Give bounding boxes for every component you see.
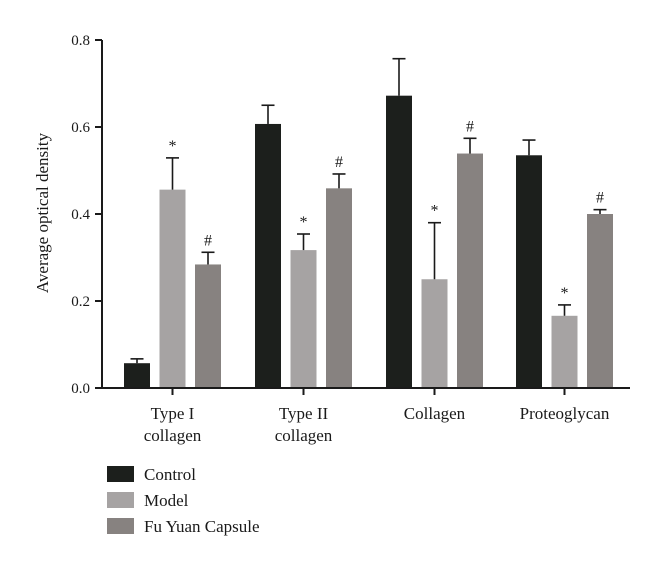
bar-fu-yuan-capsule-3 (587, 214, 613, 388)
bar-model-3 (551, 315, 578, 388)
significance-marker: # (204, 232, 212, 249)
x-tick-label: Proteoglycan (520, 404, 610, 423)
legend-item: Fu Yuan Capsule (107, 517, 260, 536)
significance-marker: # (466, 118, 474, 135)
error-bar (428, 221, 441, 280)
bar-fu-yuan-capsule-1 (326, 188, 352, 388)
legend-swatch (107, 466, 134, 482)
error-bar (201, 251, 215, 265)
y-axis: 0.0 0.2 0.4 0.6 0.8 (71, 33, 103, 397)
significance-marker: * (431, 203, 439, 220)
error-bar (522, 139, 536, 156)
error-bar (130, 358, 144, 364)
legend-label: Model (144, 491, 189, 510)
legend-item: Model (107, 491, 189, 510)
legend-label: Control (144, 465, 196, 484)
bar-control-3 (516, 155, 542, 388)
y-axis-label: Average optical density (33, 132, 52, 293)
bar-control-0 (124, 363, 150, 388)
bar-model-0 (159, 189, 186, 388)
bar-control-1 (255, 123, 281, 388)
error-bar (593, 208, 607, 214)
y-tick-label: 0.0 (71, 381, 90, 397)
bar-fu-yuan-capsule-2 (457, 153, 483, 388)
error-bar (297, 233, 310, 251)
x-tick-label: Collagen (404, 404, 466, 423)
error-bar (463, 137, 477, 154)
bar-model-2 (421, 279, 448, 388)
legend-label: Fu Yuan Capsule (144, 517, 260, 536)
y-tick-label: 0.8 (71, 33, 90, 49)
significance-marker: * (300, 214, 308, 231)
significance-marker: * (561, 285, 569, 302)
bar-control-2 (386, 95, 412, 389)
significance-marker: # (335, 154, 343, 171)
plot-area: * * * * # # # # (124, 57, 613, 389)
error-bar (166, 157, 179, 190)
error-bar (332, 173, 346, 189)
error-bar (392, 57, 406, 96)
error-bar (558, 304, 571, 316)
legend-swatch (107, 492, 134, 508)
y-tick-label: 0.6 (71, 120, 90, 136)
significance-marker: # (596, 190, 604, 207)
legend: Control Model Fu Yuan Capsule (107, 465, 260, 536)
legend-swatch (107, 518, 134, 534)
error-bar (261, 104, 275, 124)
bar-fu-yuan-capsule-0 (195, 264, 221, 388)
legend-item: Control (107, 465, 196, 484)
significance-marker: * (169, 138, 177, 155)
y-tick-label: 0.2 (71, 294, 90, 310)
x-tick-label: Type II collagen (275, 404, 333, 445)
y-tick-label: 0.4 (71, 207, 90, 223)
bar-model-1 (290, 250, 317, 388)
